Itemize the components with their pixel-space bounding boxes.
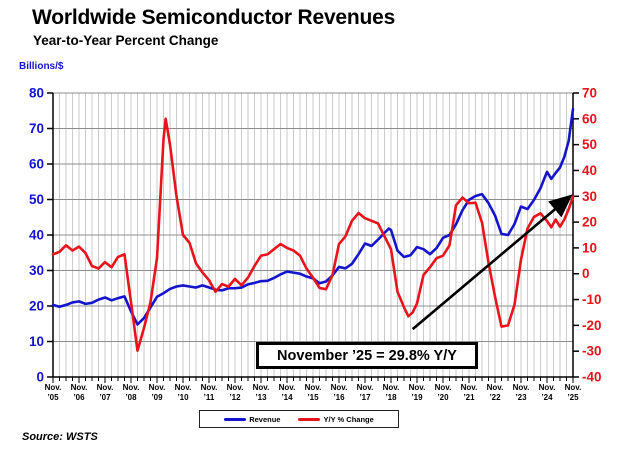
- x-axis-year-label: ’09: [151, 393, 163, 402]
- legend-item-yoy: Y/Y % Change: [298, 414, 374, 424]
- x-axis-year-label: ’16: [333, 393, 345, 402]
- left-axis-tick-label: 30: [29, 263, 44, 278]
- left-axis-tick-label: 10: [29, 334, 44, 349]
- x-axis-year-label: ’08: [125, 393, 137, 402]
- x-axis-month-label: Nov.: [357, 383, 374, 392]
- right-axis-tick-label: 10: [582, 240, 597, 255]
- x-axis-month-label: Nov.: [539, 383, 556, 392]
- trend-arrow: [411, 194, 573, 331]
- annotation-text: November ’25 = 29.8% Y/Y: [277, 347, 457, 364]
- x-axis-year-label: ’21: [463, 393, 475, 402]
- left-axis-tick-label: 0: [36, 370, 44, 385]
- chart-subtitle: Year-to-Year Percent Change: [33, 33, 219, 48]
- legend-label-yoy: Y/Y % Change: [323, 414, 374, 424]
- x-axis-month-label: Nov.: [331, 383, 348, 392]
- x-axis-year-label: ’07: [99, 393, 111, 402]
- x-axis-month-label: Nov.: [409, 383, 426, 392]
- legend-item-revenue: Revenue: [224, 415, 280, 424]
- left-axis-tick-label: 60: [29, 157, 44, 172]
- yoy-line-swatch: [298, 417, 321, 421]
- x-axis-year-label: ’25: [567, 393, 579, 402]
- right-axis-tick-label: 70: [582, 86, 597, 101]
- x-axis-year-label: ’20: [437, 393, 449, 402]
- right-axis-tick-label: -30: [582, 344, 602, 359]
- x-axis-month-label: Nov.: [487, 383, 504, 392]
- x-axis-year-label: ’14: [281, 393, 293, 402]
- legend-label-revenue: Revenue: [249, 414, 281, 424]
- x-axis-month-label: Nov.: [175, 383, 192, 392]
- x-axis-month-label: Nov.: [383, 383, 400, 392]
- left-axis-title: Billions/$: [19, 61, 64, 72]
- x-axis-year-label: ’22: [489, 393, 501, 402]
- x-axis-month-label: Nov.: [435, 383, 452, 392]
- right-axis-tick-label: -20: [582, 318, 602, 333]
- right-axis-tick-label: 0: [582, 266, 590, 281]
- right-axis-tick-label: -40: [582, 370, 602, 385]
- yoy-change-line: [51, 117, 575, 352]
- x-axis-month-label: Nov.: [279, 383, 296, 392]
- x-axis-year-label: ’11: [204, 393, 215, 402]
- x-axis-year-label: ’05: [47, 393, 59, 402]
- source-note: Source: WSTS: [22, 431, 98, 443]
- x-axis-month-label: Nov.: [565, 383, 582, 392]
- right-axis-tick-label: 60: [582, 111, 597, 126]
- x-axis-month-label: Nov.: [71, 383, 88, 392]
- x-axis-year-label: ’10: [177, 393, 189, 402]
- x-axis-month-label: Nov.: [461, 383, 478, 392]
- revenue-line: [51, 107, 575, 326]
- x-axis-year-label: ’12: [229, 393, 241, 402]
- right-axis-tick-label: 40: [582, 163, 597, 178]
- x-axis-month-label: Nov.: [123, 383, 140, 392]
- x-axis-month-label: Nov.: [227, 383, 244, 392]
- left-axis-tick-label: 50: [29, 192, 44, 207]
- x-axis-year-label: ’06: [73, 393, 85, 402]
- left-axis-tick-label: 20: [29, 299, 44, 314]
- x-axis-month-label: Nov.: [149, 383, 166, 392]
- x-axis-year-label: ’17: [359, 393, 371, 402]
- x-axis-month-label: Nov.: [253, 383, 270, 392]
- revenue-line-swatch: [224, 417, 247, 421]
- x-axis-month-label: Nov.: [97, 383, 114, 392]
- annotation-box: November ’25 = 29.8% Y/Y: [256, 342, 478, 369]
- chart-title: Worldwide Semiconductor Revenues: [32, 6, 396, 29]
- right-axis-tick-label: 20: [582, 215, 597, 230]
- right-axis-tick-label: 30: [582, 189, 597, 204]
- left-axis-tick-label: 80: [29, 86, 44, 101]
- x-axis-year-label: ’18: [385, 393, 397, 402]
- x-axis-month-label: Nov.: [45, 383, 62, 392]
- x-axis-month-label: Nov.: [305, 383, 322, 392]
- x-axis-year-label: ’24: [541, 393, 553, 402]
- x-axis-year-label: ’15: [307, 393, 319, 402]
- x-axis-year-label: ’23: [515, 393, 527, 402]
- right-axis-tick-label: 50: [582, 137, 597, 152]
- x-axis-year-label: ’19: [411, 393, 423, 402]
- left-axis-tick-label: 70: [29, 121, 44, 136]
- x-axis-month-label: Nov.: [201, 383, 218, 392]
- x-axis-year-label: ’13: [255, 393, 267, 402]
- x-axis-month-label: Nov.: [513, 383, 530, 392]
- legend-box: Revenue Y/Y % Change: [199, 410, 399, 428]
- left-axis-tick-label: 40: [29, 228, 44, 243]
- right-axis-tick-label: -10: [582, 292, 602, 307]
